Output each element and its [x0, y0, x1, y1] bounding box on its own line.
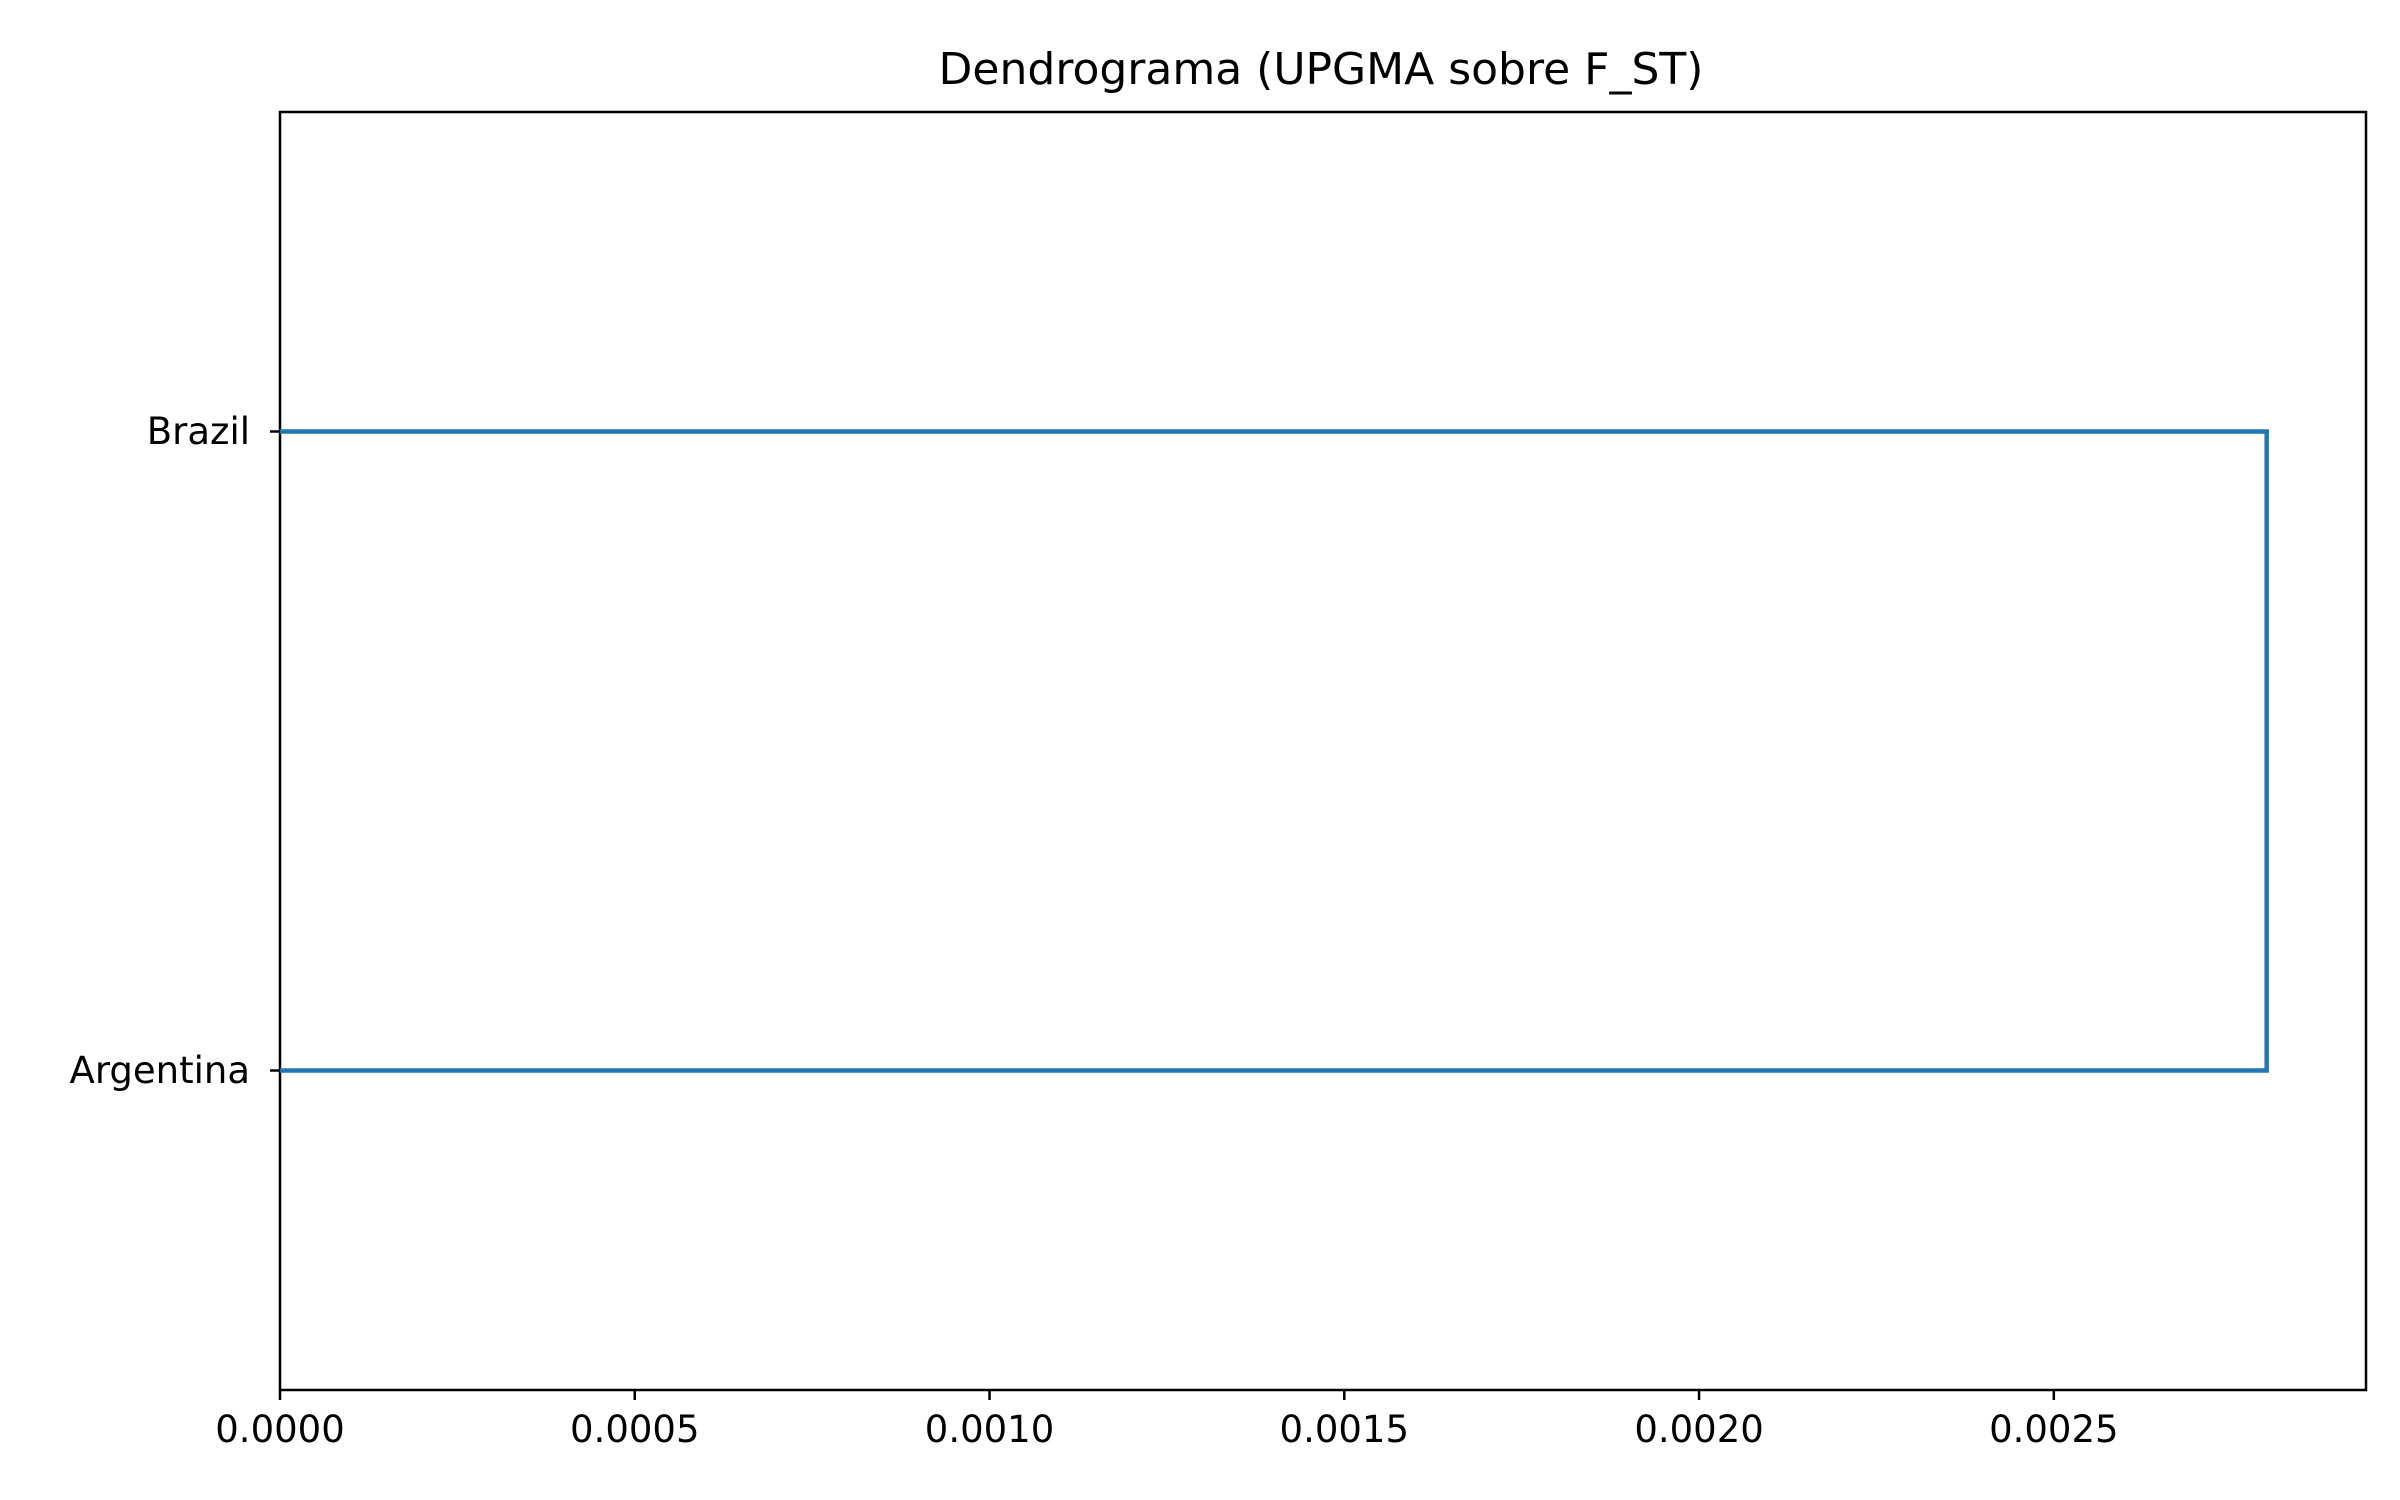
leaf-label: Brazil [147, 410, 250, 453]
chart-title: Dendrograma (UPGMA sobre F_ST) [939, 44, 1704, 95]
leaf-label: Argentina [70, 1049, 250, 1092]
dendrogram-link-0 [280, 429, 2269, 1073]
x-tick-label: 0.0020 [1634, 1408, 1763, 1451]
axes-frame [278, 110, 2368, 1392]
x-tick-label: 0.0025 [1989, 1408, 2118, 1451]
x-tick-label: 0.0000 [215, 1408, 344, 1451]
x-tick-label: 0.0010 [925, 1408, 1054, 1451]
dendrogram-links [280, 429, 2269, 1073]
leaf-labels: Brazil Argentina [70, 410, 280, 1092]
x-axis-ticks: 0.0000 0.0005 0.0010 0.0015 0.0020 0.0025 [215, 1390, 2119, 1451]
x-tick-label: 0.0005 [570, 1408, 699, 1451]
x-tick-label: 0.0015 [1280, 1408, 1409, 1451]
